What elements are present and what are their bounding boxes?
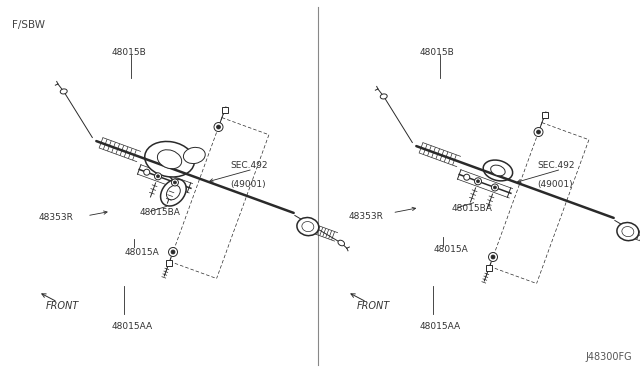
Text: 48015AA: 48015AA (112, 322, 153, 331)
Text: 48015BA: 48015BA (140, 208, 180, 217)
Ellipse shape (144, 169, 150, 175)
Ellipse shape (172, 179, 179, 186)
Ellipse shape (477, 180, 479, 183)
Text: (49001): (49001) (230, 180, 266, 189)
Ellipse shape (493, 186, 497, 189)
Text: (49001): (49001) (538, 180, 573, 189)
Ellipse shape (168, 247, 177, 257)
Text: 48353R: 48353R (38, 213, 73, 222)
Ellipse shape (173, 181, 177, 184)
Ellipse shape (491, 165, 505, 176)
Ellipse shape (297, 218, 319, 235)
Ellipse shape (161, 179, 186, 206)
Ellipse shape (157, 150, 182, 169)
Ellipse shape (154, 173, 161, 180)
Text: 48015A: 48015A (434, 245, 468, 254)
Ellipse shape (491, 255, 495, 259)
Ellipse shape (534, 128, 543, 137)
Text: F/SBW: F/SBW (12, 20, 45, 31)
Ellipse shape (380, 94, 387, 99)
Ellipse shape (488, 253, 497, 262)
Text: SEC.492: SEC.492 (538, 161, 575, 170)
Text: FRONT: FRONT (46, 301, 79, 311)
Text: J48300FG: J48300FG (586, 352, 632, 362)
Ellipse shape (157, 175, 159, 178)
Ellipse shape (492, 184, 499, 191)
Ellipse shape (483, 160, 513, 181)
Text: 48015A: 48015A (125, 248, 159, 257)
Ellipse shape (536, 130, 541, 134)
Text: 48015B: 48015B (419, 48, 454, 57)
Ellipse shape (464, 174, 470, 180)
Ellipse shape (60, 89, 67, 94)
Ellipse shape (302, 222, 314, 232)
Text: FRONT: FRONT (357, 301, 390, 311)
Ellipse shape (166, 185, 180, 200)
Ellipse shape (145, 141, 195, 177)
Ellipse shape (622, 227, 634, 237)
Ellipse shape (338, 240, 344, 246)
Text: 48353R: 48353R (349, 212, 383, 221)
Text: 48015AA: 48015AA (419, 322, 460, 331)
Text: 48015B: 48015B (112, 48, 147, 57)
Ellipse shape (474, 178, 481, 185)
Ellipse shape (214, 122, 223, 132)
Ellipse shape (184, 147, 205, 164)
Ellipse shape (617, 222, 639, 241)
Ellipse shape (216, 125, 221, 129)
Text: 48015BA: 48015BA (451, 204, 492, 213)
Text: SEC.492: SEC.492 (230, 161, 268, 170)
Ellipse shape (171, 250, 175, 254)
